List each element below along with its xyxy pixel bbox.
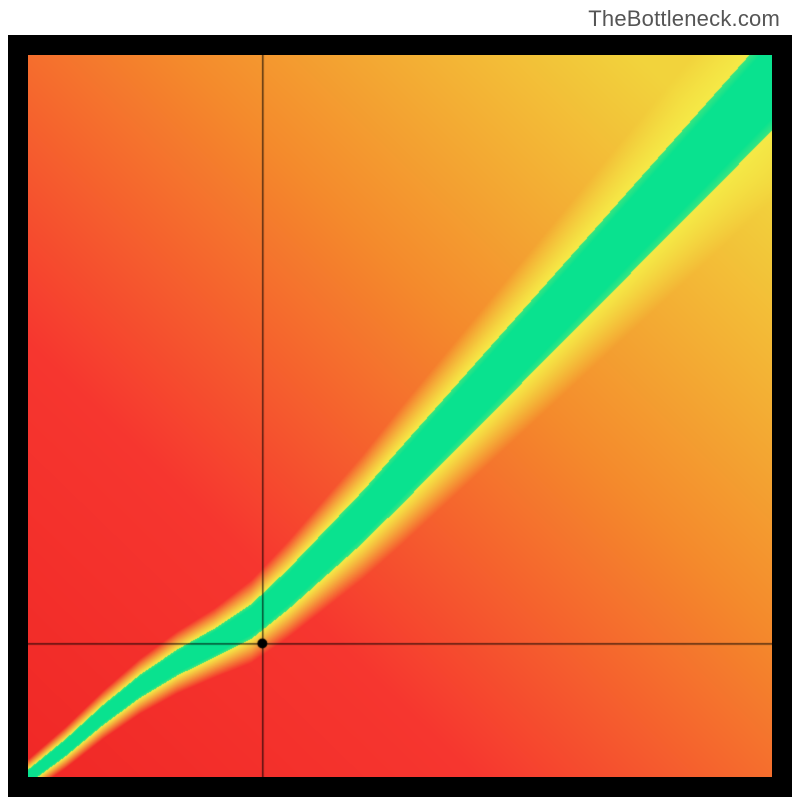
plot-inner xyxy=(28,55,772,777)
container: TheBottleneck.com xyxy=(0,0,800,800)
heatmap-canvas xyxy=(28,55,772,777)
watermark-text: TheBottleneck.com xyxy=(588,6,780,32)
